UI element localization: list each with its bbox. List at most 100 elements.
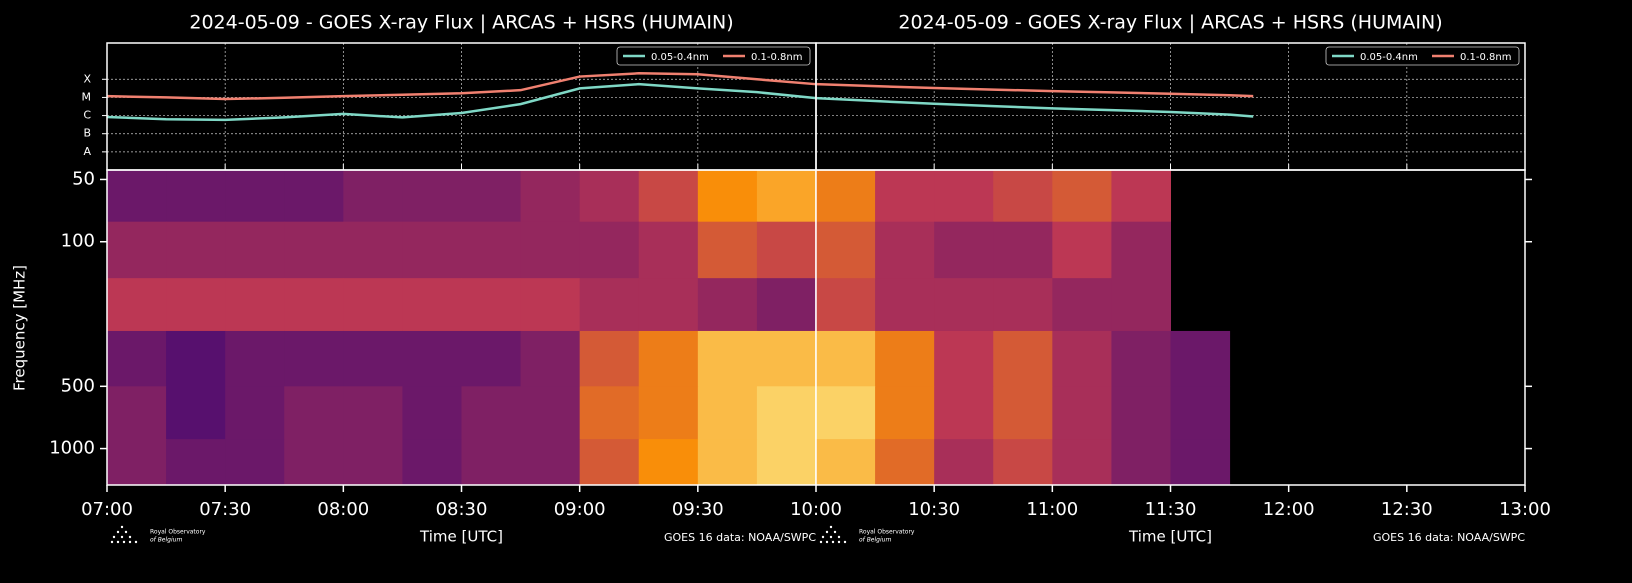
logo-dot [821,535,825,539]
heatmap-cell [343,221,403,279]
heatmap-cell [993,278,1053,332]
heatmap-cell [993,330,1053,387]
heatmap-cell [1111,221,1171,279]
heatmap-cell [697,170,758,223]
heatmap-cell [1170,439,1231,486]
heatmap-cell [225,221,285,279]
heatmap-cell [934,278,994,332]
logo-dot [110,540,114,544]
logo-text: Royal Observatory [150,529,206,536]
logo-dot [116,540,120,544]
heatmap-cell [1052,170,1112,223]
heatmap-cell [461,386,522,440]
heatmap-cell [520,439,581,486]
x-tick-label: 10:30 [908,499,960,520]
heatmap-cell [1052,330,1112,387]
logo-dot [128,540,132,544]
heatmap-cell [875,278,935,332]
heatmap-cell [461,170,522,223]
heatmap-cell [993,170,1053,223]
heatmap-cell [284,330,344,387]
heatmap-cell [520,278,581,332]
heatmap-cell [934,330,994,387]
heatmap-cell [343,439,403,486]
heatmap-cell [934,439,994,486]
logo-dot [825,530,829,534]
heatmap-cell [225,386,285,440]
heatmap-cell [520,170,581,223]
heatmap-cell [343,330,403,387]
legend-label: 0.1-0.8nm [751,52,803,63]
logo-dot [833,530,837,534]
y-tick-label: C [83,109,91,122]
x-tick-label: 08:30 [436,499,488,520]
logo-dot [825,540,829,544]
flux-line [106,82,817,122]
heatmap-cell [343,386,403,440]
heatmap-cell [756,386,817,440]
heatmap-cell [638,170,699,223]
heatmap-cell [284,221,344,279]
y-tick-label: 1000 [49,438,95,459]
heatmap-cell [461,439,522,486]
heatmap-cell [579,386,640,440]
heatmap-cell [638,221,699,279]
heatmap-cell [166,170,226,223]
logo-dot [122,540,126,544]
heatmap-cell [402,221,462,279]
x-tick-label: 07:00 [81,499,133,520]
logo-dot [837,535,841,539]
flux-line [106,72,817,101]
x-tick-label: 09:30 [672,499,724,520]
y-tick-label: 100 [61,231,95,252]
heatmap-cell [697,330,758,387]
y-tick-label: B [83,127,91,140]
heatmap-cell [816,386,876,440]
heatmap-cell [638,386,699,440]
heatmap-cell [1111,278,1171,332]
heatmap-cell [875,330,935,387]
heatmap-cell [461,221,522,279]
x-tick-label: 08:00 [317,499,369,520]
heatmap-cell [225,439,285,486]
heatmap-cell [993,221,1053,279]
legend-label: 0.05-0.4nm [651,52,709,63]
y-tick-label: A [83,145,91,158]
y-tick-label: 500 [61,375,95,396]
heatmap-cell [579,439,640,486]
x-tick-label: 09:00 [554,499,606,520]
heatmap-cell [225,330,285,387]
heatmap-cell [1170,330,1231,387]
heatmap-cell [284,439,344,486]
heatmap-cell [756,330,817,387]
x-tick-label: 11:00 [1026,499,1078,520]
heatmap-cell [638,439,699,486]
x-tick-label: 12:00 [1263,499,1315,520]
heatmap-cell [225,170,285,223]
heatmap-cell [756,170,817,223]
flux-frame [815,42,1526,171]
logo-dot [843,540,847,544]
x-tick-label: 10:00 [790,499,842,520]
heatmap-cell [1052,221,1112,279]
heatmap-cell [638,278,699,332]
logo-dot [831,540,835,544]
legend-box [616,46,811,66]
heatmap-cell [579,170,640,223]
x-tick-label: 13:00 [1499,499,1551,520]
heatmap-cell [756,221,817,279]
heatmap-cell [1052,278,1112,332]
credit: GOES 16 data: NOAA/SWPC [1373,531,1525,544]
heatmap-cell [1111,170,1171,223]
heatmap-cell [579,278,640,332]
heatmap-cell [402,278,462,332]
heatmap-cell [697,439,758,486]
heatmap-cell [166,221,226,279]
y-axis-label: Frequency [MHz] [11,265,29,391]
logo-dot [829,525,833,529]
heatmap-cell [284,170,344,223]
legend-label: 0.05-0.4nm [1360,52,1418,63]
chart-title: 2024-05-09 - GOES X-ray Flux | ARCAS + H… [189,12,733,34]
heatmap-cell [579,330,640,387]
